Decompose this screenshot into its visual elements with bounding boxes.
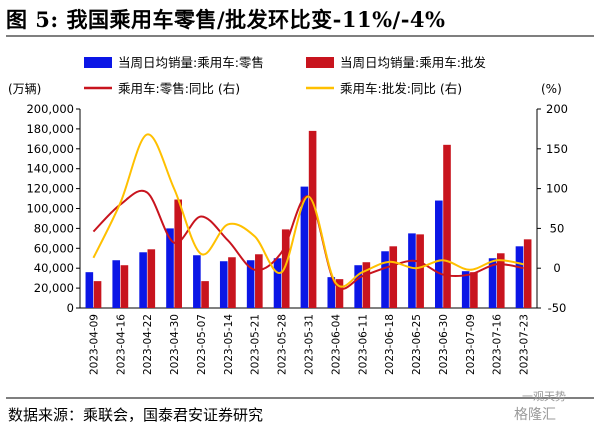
right-axis-unit: (%) — [541, 82, 562, 96]
wholesale-bar — [362, 262, 371, 308]
x-tick-label: 2023-06-30 — [438, 314, 450, 375]
wholesale-bar — [335, 279, 344, 308]
left-tick-label: 180,000 — [26, 122, 74, 136]
wholesale-yoy-line — [92, 133, 524, 288]
right-tick-label: 0 — [553, 261, 560, 275]
x-tick-label: 2023-07-16 — [492, 314, 504, 375]
retail-bar — [408, 233, 416, 309]
right-tick-label: 50 — [550, 221, 565, 235]
wholesale-bar — [470, 272, 478, 308]
left-tick-label: 140,000 — [26, 162, 74, 176]
retail-bar — [273, 258, 282, 308]
retail-bar — [381, 251, 389, 308]
wholesale-bar — [496, 253, 505, 308]
wholesale-bar — [255, 254, 263, 308]
x-tick-label: 2023-06-11 — [357, 314, 369, 375]
watermark-logo-text: 格隆汇 — [514, 407, 556, 423]
x-tick-label: 2023-07-09 — [465, 314, 477, 375]
legend-swatch — [84, 57, 112, 68]
left-tick-label: 0 — [67, 301, 74, 315]
retail-bar — [193, 255, 201, 308]
wholesale-bar — [281, 229, 290, 308]
wholesale-bar — [147, 249, 156, 308]
left-axis-unit: (万辆) — [8, 82, 41, 96]
retail-bar — [139, 252, 147, 308]
left-tick-label: 160,000 — [26, 142, 74, 156]
retail-bar — [327, 277, 336, 308]
x-tick-label: 2023-04-16 — [115, 314, 127, 375]
x-tick-label: 2023-05-14 — [223, 314, 235, 375]
x-tick-label: 2023-05-28 — [277, 314, 289, 375]
left-tick-label: 200,000 — [26, 102, 74, 116]
x-tick-label: 2023-04-09 — [88, 314, 100, 375]
data-source: 数据来源：乘联会，国泰君安证券研究 — [8, 406, 264, 424]
wholesale-bar — [93, 281, 102, 308]
combo-chart: 0 20,000 40,000 60,000 80,000 100,000 120,000 1… — [8, 55, 568, 375]
retail-bar — [515, 246, 524, 308]
wholesale-bar — [120, 265, 129, 308]
retail-bar — [435, 200, 443, 308]
x-tick-label: 2023-06-04 — [330, 314, 342, 375]
wholesale-bar — [523, 239, 532, 308]
wholesale-bar — [443, 144, 451, 308]
legend-label: 乘用车:零售:同比 (右) — [118, 81, 240, 96]
wholesale-bar — [416, 234, 424, 308]
x-tick-label: 2023-07-23 — [519, 314, 531, 375]
legend-label: 当周日均销量:乘用车:零售 — [118, 55, 264, 70]
left-tick-label: 60,000 — [34, 241, 74, 255]
wholesale-bar — [308, 130, 317, 308]
wholesale-bar — [228, 257, 236, 308]
watermark-text: 一观天势 — [522, 390, 566, 403]
left-tick-label: 20,000 — [34, 281, 74, 295]
right-tick-label: -50 — [548, 301, 567, 315]
wholesale-bar — [174, 199, 182, 308]
x-tick-label: 2023-05-31 — [304, 314, 316, 375]
retail-bar — [488, 258, 497, 308]
x-tick-label: 2023-06-25 — [411, 314, 423, 375]
page-title: 图 5: 我国乘用车零售/批发环比变-11%/-4% — [6, 7, 446, 32]
left-tick-label: 40,000 — [34, 261, 74, 275]
legend-swatch — [306, 57, 334, 68]
retail-yoy-line — [92, 189, 524, 290]
legend-label: 乘用车:批发:同比 (右) — [340, 81, 462, 96]
legend-label: 当周日均销量:乘用车:批发 — [340, 55, 486, 70]
retail-bar — [85, 272, 94, 308]
right-tick-label: 200 — [546, 102, 568, 116]
x-tick-label: 2023-05-07 — [196, 314, 208, 375]
right-tick-label: 150 — [546, 142, 568, 156]
title-divider — [6, 35, 594, 37]
left-tick-label: 120,000 — [26, 182, 74, 196]
retail-bar — [246, 260, 255, 308]
right-tick-label: 100 — [546, 182, 568, 196]
retail-bar — [461, 271, 470, 308]
x-tick-label: 2023-05-21 — [250, 314, 262, 375]
left-tick-label: 100,000 — [26, 202, 74, 216]
retail-bar — [300, 186, 309, 308]
wholesale-bar — [201, 281, 209, 308]
footer-divider — [6, 397, 594, 399]
x-tick-label: 2023-04-22 — [142, 314, 154, 375]
retail-bar — [354, 265, 362, 308]
x-tick-label: 2023-06-18 — [384, 314, 396, 375]
retail-bar — [112, 260, 121, 308]
x-tick-label: 2023-04-30 — [169, 314, 181, 375]
wholesale-bar — [389, 246, 398, 308]
retail-bar — [166, 228, 174, 308]
retail-bar — [219, 261, 228, 308]
left-tick-label: 80,000 — [34, 221, 74, 235]
